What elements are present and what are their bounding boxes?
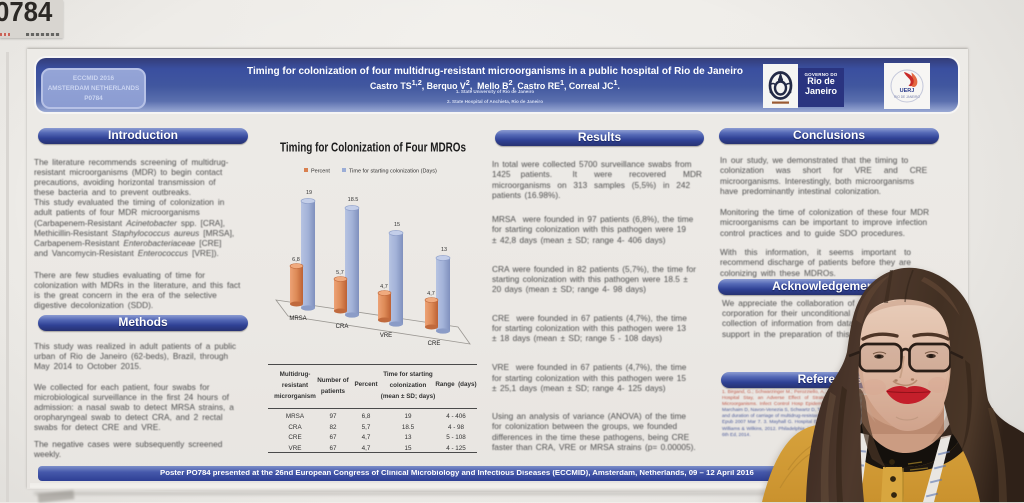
svg-text:VRE: VRE xyxy=(380,333,392,339)
svg-text:6,8: 6,8 xyxy=(292,257,300,263)
svg-text:UERJ: UERJ xyxy=(900,88,915,94)
svg-text:4,7: 4,7 xyxy=(380,284,388,290)
svg-text:5,7: 5,7 xyxy=(336,270,344,276)
svg-text:13: 13 xyxy=(441,247,447,253)
svg-text:4,7: 4,7 xyxy=(427,291,435,297)
svg-text:18.5: 18.5 xyxy=(348,197,359,203)
svg-text:Time for starting colonization: Time for starting colonization (Days) xyxy=(349,169,437,175)
svg-text:15: 15 xyxy=(394,222,400,228)
svg-text:RIO DE JANEIRO: RIO DE JANEIRO xyxy=(894,95,920,99)
svg-text:MRSA: MRSA xyxy=(289,316,306,322)
svg-text:19: 19 xyxy=(306,190,312,196)
svg-text:CRA: CRA xyxy=(336,324,349,330)
svg-text:CRE: CRE xyxy=(428,341,441,347)
svg-text:Timing for Colonization of Fou: Timing for Colonization of Four MDROs xyxy=(280,141,466,155)
svg-text:Percent: Percent xyxy=(311,169,330,175)
